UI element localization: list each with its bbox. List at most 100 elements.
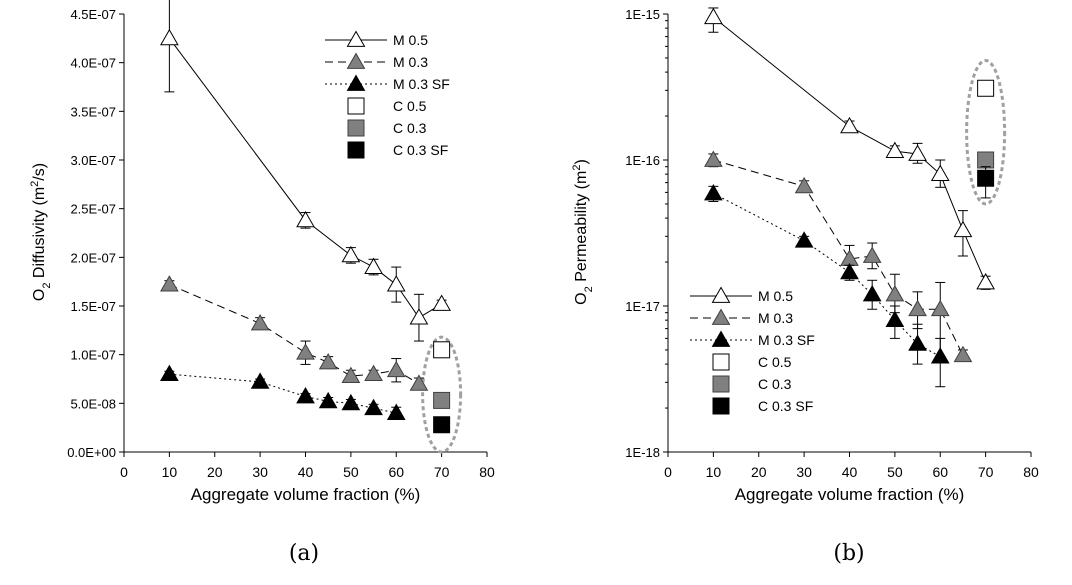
x-tick-label: 70	[978, 464, 994, 480]
data-point	[953, 220, 973, 238]
legend-marker	[712, 375, 730, 393]
data-point	[386, 360, 406, 378]
legend-marker	[711, 286, 731, 303]
x-tick-label: 40	[298, 464, 314, 480]
y-tick-label: 1E-18	[625, 445, 660, 460]
data-point	[794, 176, 814, 194]
y-axis-label: O2 Diffusivity (m2/s)	[29, 163, 53, 301]
data-point	[160, 275, 179, 292]
series-m-0-3	[704, 150, 973, 363]
series-line	[713, 193, 941, 358]
legend-entry: C 0.3	[347, 119, 427, 137]
series-c-0-3-sf	[433, 416, 451, 434]
series-m-0-5	[704, 7, 995, 290]
legend-entry: C 0.3 SF	[347, 141, 448, 159]
data-point	[409, 374, 429, 391]
legend-marker	[346, 74, 366, 91]
data-point	[364, 364, 383, 382]
y-axis-label-part: 2	[29, 181, 41, 187]
y-axis-label-part: )	[573, 159, 590, 164]
x-tick-label: 50	[343, 464, 359, 480]
data-point	[704, 183, 723, 201]
x-tick-label: 60	[932, 464, 948, 480]
data-point	[794, 231, 814, 248]
legend-label: C 0.5	[393, 98, 427, 114]
data-point	[908, 144, 927, 161]
y-tick-label: 3.0E-07	[70, 153, 116, 168]
series-c-0-5	[977, 79, 995, 97]
legend-entry: C 0.5	[347, 97, 427, 115]
data-point	[296, 387, 315, 404]
y-axis-label-part: 2	[571, 165, 583, 171]
legend-marker	[712, 353, 730, 371]
y-axis-label-part: O	[573, 292, 590, 304]
legend-entry: M 0.3	[690, 308, 793, 326]
panel-caption: (b)	[833, 541, 864, 566]
legend-entry: C 0.5	[712, 353, 792, 371]
legend-label: M 0.3 SF	[758, 332, 815, 348]
legend-label: M 0.5	[393, 32, 428, 48]
x-tick-label: 70	[434, 464, 450, 480]
data-point	[862, 246, 882, 263]
series-m-0-5	[160, 0, 451, 342]
legend-marker	[712, 397, 730, 415]
x-tick-label: 0	[664, 464, 672, 480]
legend-marker	[711, 308, 731, 325]
y-axis-label-part: O	[31, 289, 48, 301]
series-c-0-3	[433, 391, 451, 409]
y-axis-label-part: Diffusivity (m	[31, 187, 48, 283]
y-tick-label: 2.0E-07	[70, 250, 116, 265]
x-tick-label: 60	[388, 464, 404, 480]
data-point	[341, 245, 361, 263]
data-point	[976, 272, 995, 290]
y-tick-label: 3.5E-07	[70, 104, 116, 119]
legend-label: C 0.5	[758, 354, 792, 370]
data-point	[386, 403, 406, 420]
legend-entry: M 0.5	[690, 286, 793, 304]
highlight-ellipse	[965, 59, 1007, 206]
data-point	[318, 352, 338, 370]
data-point	[977, 151, 995, 169]
data-point	[885, 310, 905, 328]
data-point	[930, 164, 950, 182]
data-point	[433, 416, 451, 434]
panel-a: 0 10 20 30 40 50 60 70 80 0.0E+00 5.0E-08 1.0E-07 1.…	[29, 0, 495, 566]
highlight-ellipse	[421, 335, 463, 454]
x-tick-label: 20	[751, 464, 767, 480]
data-point	[885, 284, 905, 302]
series-line	[713, 159, 964, 356]
data-point	[977, 79, 995, 97]
y-axis-label: O2 Permeability (m2)	[571, 159, 595, 305]
data-point	[296, 343, 315, 360]
legend-marker	[347, 97, 365, 115]
legend-entry: M 0.5	[325, 30, 428, 48]
data-point	[160, 364, 179, 382]
data-point	[341, 393, 361, 411]
x-tick-label: 80	[479, 464, 495, 480]
legend-entry: M 0.3 SF	[325, 74, 450, 92]
data-point	[296, 210, 315, 228]
data-point	[930, 299, 950, 317]
y-tick-label: 0.0E+00	[67, 445, 116, 460]
x-tick-label: 40	[842, 464, 858, 480]
data-point	[862, 284, 882, 302]
series-line	[169, 284, 420, 385]
legend-entry: C 0.3 SF	[712, 397, 813, 415]
panel-caption: (a)	[289, 541, 319, 566]
y-tick-label: 1.5E-07	[70, 299, 116, 314]
legend-label: C 0.3 SF	[393, 142, 448, 158]
y-axis-label-part: /s)	[31, 163, 48, 181]
legend-label: M 0.3	[758, 310, 793, 326]
data-point	[704, 7, 723, 25]
series-m-0-3-sf	[704, 183, 950, 388]
x-tick-label: 80	[1023, 464, 1039, 480]
y-tick-label: 1E-17	[625, 299, 660, 314]
legend-entry: M 0.3 SF	[690, 330, 815, 348]
data-point	[953, 345, 973, 363]
x-tick-label: 0	[120, 464, 128, 480]
y-axis-label-part: 2	[583, 286, 595, 292]
data-point	[160, 28, 179, 46]
legend-marker	[711, 330, 731, 347]
data-point	[432, 294, 451, 311]
x-tick-label: 10	[162, 464, 178, 480]
